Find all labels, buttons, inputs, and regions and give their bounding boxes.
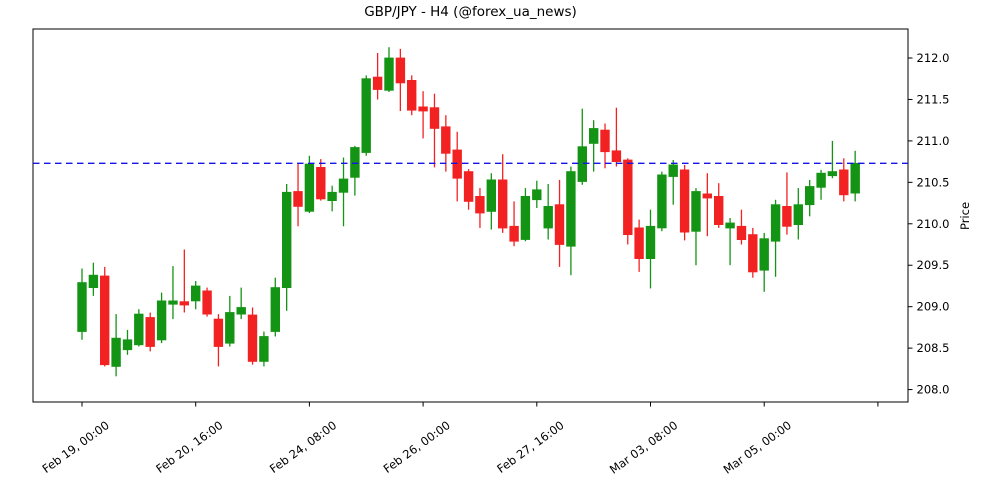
candle-body-down: [497, 179, 508, 229]
y-axis-tick-label: 208.5: [917, 341, 950, 355]
x-axis-tick-label: Feb 27, 16:00: [494, 418, 566, 476]
candle-body-up: [657, 174, 667, 229]
x-axis-tick-label: Feb 26, 00:00: [381, 418, 453, 476]
candle-body-up: [134, 313, 144, 346]
candle-body-down: [395, 57, 406, 84]
candle-body-down: [418, 106, 428, 112]
candle-body-up: [384, 57, 394, 91]
candle-body-up: [850, 162, 860, 194]
y-axis-tick-label: 211.5: [917, 92, 950, 106]
candle-body-up: [281, 191, 292, 289]
candle-body-down: [429, 107, 440, 129]
candle-body-up: [350, 147, 360, 178]
candle-body-down: [213, 318, 224, 347]
candle-body-up: [793, 204, 804, 225]
y-axis-tick-label: 210.0: [917, 217, 950, 231]
candle-body-down: [475, 195, 485, 214]
x-axis-tick-label: Mar 03, 08:00: [607, 418, 680, 477]
candle-body-down: [145, 317, 155, 347]
candle-body-down: [247, 314, 258, 362]
candle-body-up: [327, 191, 337, 202]
candle-body-down: [509, 225, 519, 242]
candle-body-up: [111, 337, 121, 367]
candle-body-down: [406, 80, 417, 111]
candle-body-up: [270, 287, 281, 332]
candle-body-down: [179, 301, 190, 306]
candle-body-down: [293, 191, 303, 207]
candle-body-down: [679, 169, 690, 233]
candle-body-down: [623, 159, 633, 235]
x-axis-tick-label: Feb 24, 08:00: [267, 418, 339, 476]
candle-body-up: [168, 300, 178, 305]
candle-body-up: [668, 164, 678, 177]
candle-body-up: [520, 195, 531, 240]
candle-body-up: [225, 312, 235, 344]
y-axis-tick-label: 212.0: [917, 51, 950, 65]
x-axis-tick-label: Feb 20, 16:00: [153, 418, 225, 476]
candle-body-down: [202, 290, 212, 315]
y-axis-tick-label: 208.0: [917, 383, 950, 397]
x-axis-tick-label: Mar 05, 00:00: [721, 418, 794, 477]
candle-body-down: [452, 149, 462, 179]
candle-body-up: [770, 204, 781, 242]
candle-body-down: [316, 166, 326, 200]
candle-body-down: [782, 205, 792, 227]
candle-body-up: [190, 285, 201, 302]
candle-body-up: [577, 146, 588, 182]
candle-body-down: [702, 193, 713, 199]
candle-body-down: [748, 234, 758, 273]
candle-body-up: [691, 191, 701, 232]
candle-body-up: [122, 339, 133, 351]
candle-body-down: [714, 195, 724, 225]
candle-body-up: [259, 336, 269, 362]
candle-body-down: [736, 225, 747, 241]
candle-body-up: [759, 238, 769, 271]
y-axis-tick-label: 209.5: [917, 258, 950, 272]
candle-body-up: [805, 186, 815, 206]
candle-body-up: [361, 78, 371, 153]
candle-body-down: [441, 126, 451, 154]
candle-body-up: [645, 225, 656, 260]
candle-body-up: [725, 222, 735, 229]
candle-body-down: [554, 204, 565, 245]
plot-border: [32, 28, 909, 403]
candle-body-down: [372, 76, 383, 90]
candle-body-up: [827, 171, 838, 177]
y-axis-tick-label: 209.0: [917, 300, 950, 314]
candle-body-down: [463, 171, 474, 202]
candle-body-up: [532, 189, 542, 201]
candle-body-down: [100, 275, 110, 366]
chart-title: GBP/JPY - H4 (@forex_ua_news): [364, 4, 577, 20]
candle-body-up: [543, 205, 553, 229]
candle-body-up: [816, 172, 826, 188]
candle-body-down: [611, 150, 622, 163]
candle-body-up: [304, 163, 315, 212]
candle-body-up: [156, 300, 167, 341]
candle-body-down: [839, 169, 849, 196]
y-axis-tick-label: 210.5: [917, 175, 950, 189]
candle-body-up: [236, 307, 246, 315]
candle-body-up: [589, 128, 599, 144]
candle-body-up: [338, 178, 349, 193]
candle-body-up: [486, 179, 497, 212]
x-axis-tick-label: Feb 19, 00:00: [40, 418, 112, 476]
candle-body-down: [634, 227, 644, 259]
y-axis-tick-label: 211.0: [917, 134, 950, 148]
candle-body-down: [600, 129, 610, 153]
candle-body-up: [88, 274, 99, 289]
candles-group: [77, 47, 860, 377]
candle-body-up: [566, 171, 576, 247]
candle-body-up: [77, 282, 87, 332]
